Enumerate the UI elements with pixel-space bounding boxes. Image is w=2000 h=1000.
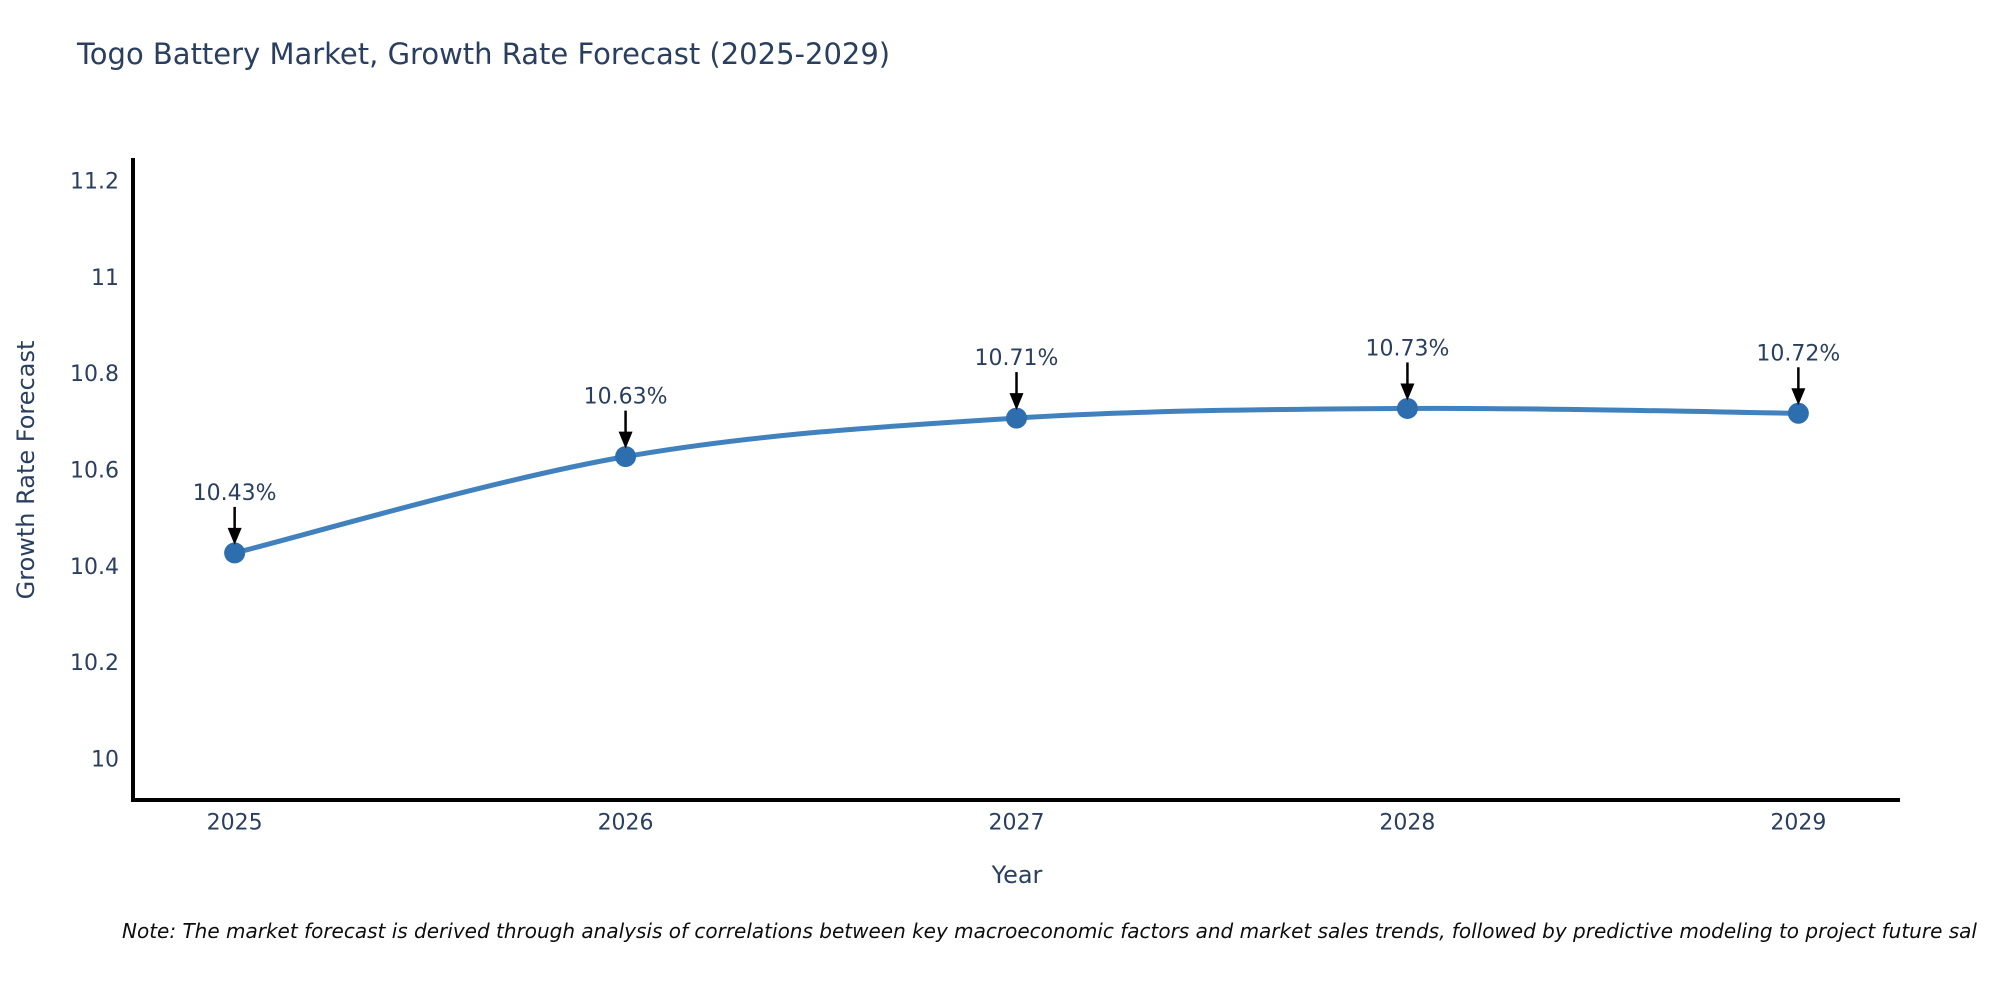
- data-point-2025[interactable]: [224, 542, 246, 564]
- data-point-2026[interactable]: [615, 446, 637, 468]
- x-axis-title: Year: [991, 861, 1043, 889]
- annotation-arrow-head-2026: [618, 431, 633, 449]
- data-point-2028[interactable]: [1396, 397, 1418, 419]
- annotation-label-2027: 10.71%: [975, 346, 1059, 371]
- annotation-arrow-head-2027: [1009, 393, 1024, 411]
- x-tick-label-2027: 2027: [989, 811, 1045, 836]
- x-tick-label-2028: 2028: [1379, 811, 1435, 836]
- y-tick-label-10.4: 10.4: [70, 555, 119, 580]
- y-tick-label-10.6: 10.6: [70, 459, 119, 484]
- x-tick-label-2026: 2026: [598, 811, 654, 836]
- annotation-label-2029: 10.72%: [1756, 341, 1840, 366]
- x-tick-label-2025: 2025: [207, 811, 263, 836]
- annotation-label-2026: 10.63%: [584, 385, 668, 410]
- axis-spine: [131, 158, 1900, 802]
- annotation-label-2028: 10.73%: [1365, 336, 1449, 361]
- trend-line: [232, 405, 1801, 556]
- y-tick-label-10.8: 10.8: [70, 362, 119, 387]
- annotation-arrow-head-2025: [227, 527, 242, 545]
- y-tick-label-10.2: 10.2: [70, 651, 119, 676]
- annotation-arrow-head-2028: [1400, 383, 1415, 401]
- data-point-2029[interactable]: [1787, 402, 1809, 424]
- annotation-label-2025: 10.43%: [193, 481, 277, 506]
- data-point-2027[interactable]: [1006, 407, 1027, 429]
- chart-title: Togo Battery Market, Growth Rate Forecas…: [77, 37, 891, 71]
- annotation-arrow-head-2029: [1791, 388, 1806, 406]
- x-tick-label-2029: 2029: [1770, 811, 1826, 836]
- note-text: Note: The market forecast is derived thr…: [122, 919, 1977, 943]
- y-tick-label-10: 10: [91, 748, 119, 773]
- y-tick-label-11.2: 11.2: [70, 170, 119, 195]
- y-tick-label-11: 11: [91, 266, 119, 291]
